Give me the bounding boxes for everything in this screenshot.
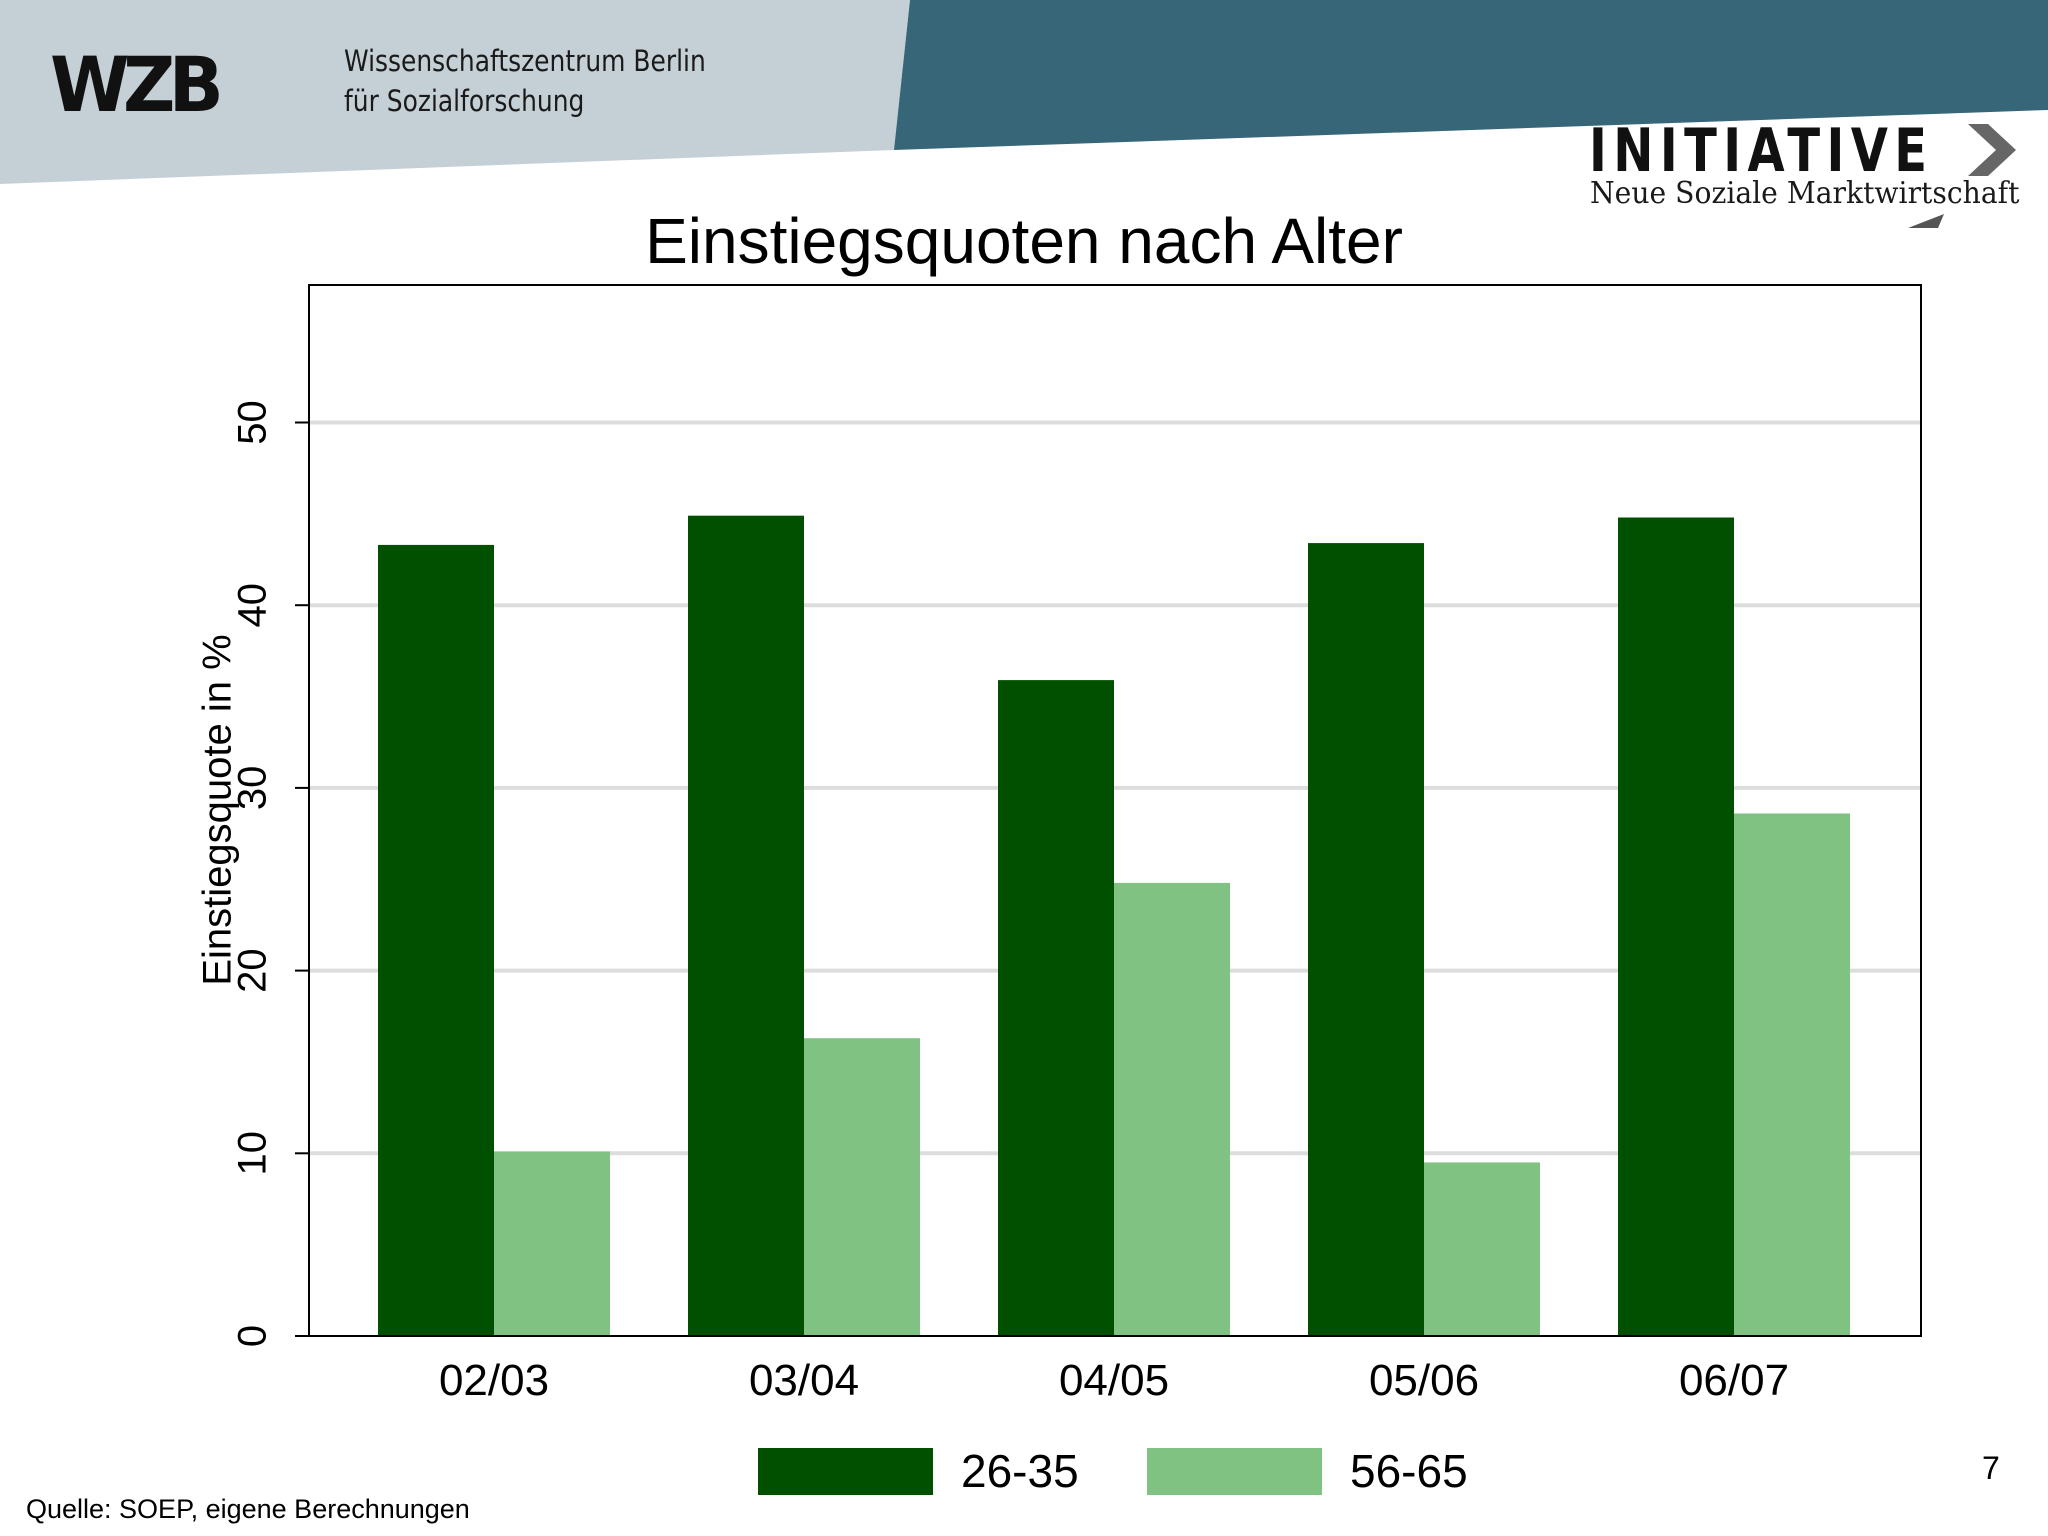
chevron-right-icon [1968, 124, 2016, 176]
y-tick-label: 30 [231, 766, 275, 811]
legend-swatch-26-35 [758, 1448, 933, 1495]
banner-light-band [0, 0, 910, 184]
y-tick-label: 20 [231, 948, 275, 993]
bar-56-65-06-07 [1734, 813, 1850, 1336]
plot-frame [308, 284, 1922, 1337]
x-tick-label: 02/03 [439, 1356, 549, 1405]
y-tick-label: 10 [231, 1131, 275, 1176]
y-tick-label: 50 [231, 400, 275, 445]
source-note: Quelle: SOEP, eigene Berechnungen [26, 1494, 470, 1524]
header-banner [0, 0, 2048, 184]
legend-label-56-65: 56-65 [1350, 1445, 1468, 1497]
bar-26-35-02-03 [378, 544, 494, 1336]
initiative-logo-title: INITIATIVE [1589, 116, 1934, 186]
legend: 26-35 56-65 [758, 1445, 1468, 1497]
banner-dark-band [894, 0, 2048, 150]
initiative-logo-subtitle: Neue Soziale Marktwirtschaft [1590, 176, 2020, 211]
legend-label-26-35: 26-35 [961, 1445, 1079, 1497]
chart-title: Einstiegsquoten nach Alter [645, 205, 1403, 277]
x-tick-label: 04/05 [1059, 1356, 1169, 1405]
wzb-logo: WZB [50, 40, 224, 129]
y-tick-label: 40 [231, 583, 275, 628]
legend-swatch-56-65 [1147, 1448, 1322, 1495]
wzb-name-line1: Wissenschaftszentrum Berlin [344, 44, 706, 78]
wzb-name-line2: für Sozialforschung [344, 84, 585, 118]
bar-56-65-03-04 [804, 1038, 920, 1336]
bar-26-35-05-06 [1308, 543, 1424, 1336]
x-tick-label: 03/04 [749, 1356, 859, 1405]
bar-56-65-05-06 [1424, 1162, 1540, 1336]
initiative-swoosh-icon [1908, 214, 1944, 228]
bar-26-35-06-07 [1618, 517, 1734, 1336]
bar-26-35-04-05 [998, 680, 1114, 1336]
page-number: 7 [1982, 1450, 2000, 1486]
bars [378, 515, 1850, 1336]
x-axis: 02/03 03/04 04/05 05/06 06/07 [439, 1356, 1789, 1405]
bar-26-35-03-04 [688, 515, 804, 1336]
bar-56-65-04-05 [1114, 882, 1230, 1336]
y-axis-label: Einstiegsquote in % [196, 634, 240, 985]
y-tick-label: 0 [231, 1325, 275, 1347]
bar-56-65-02-03 [494, 1151, 610, 1336]
x-tick-label: 05/06 [1369, 1356, 1479, 1405]
y-axis: 0 10 20 30 40 50 [231, 400, 309, 1347]
x-tick-label: 06/07 [1679, 1356, 1789, 1405]
